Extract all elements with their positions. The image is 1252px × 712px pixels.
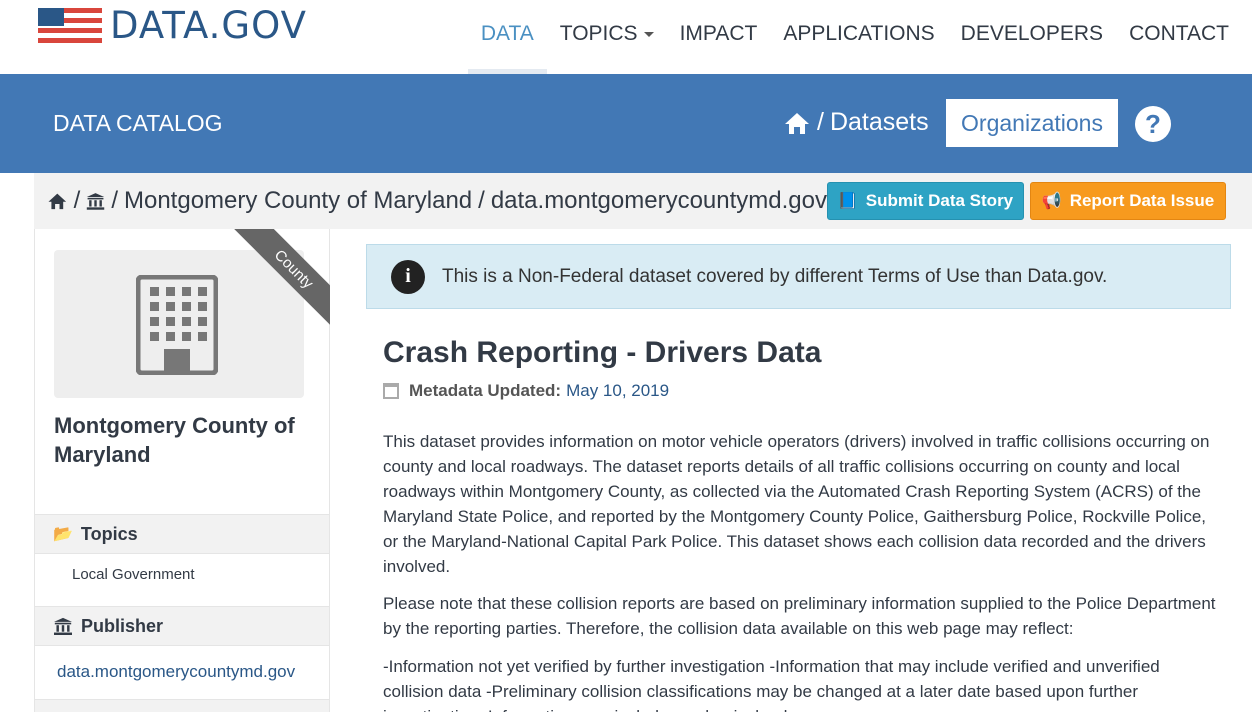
nav-applications[interactable]: APPLICATIONS bbox=[783, 22, 935, 45]
breadcrumb-org[interactable]: Montgomery County of Maryland bbox=[123, 187, 473, 214]
ribbon: County bbox=[220, 229, 330, 339]
catalog-bar: DATA CATALOG / Datasets Organizations ? bbox=[0, 74, 1252, 173]
home-icon[interactable] bbox=[47, 190, 68, 212]
submit-data-story-button[interactable]: 📘 Submit Data Story bbox=[827, 182, 1024, 220]
metadata-date: May 10, 2019 bbox=[566, 381, 670, 400]
nav-impact[interactable]: IMPACT bbox=[679, 22, 758, 45]
datasets-link[interactable]: Datasets bbox=[829, 108, 929, 136]
description-paragraph: -Information not yet verified by further… bbox=[383, 657, 1160, 712]
nav-topics[interactable]: TOPICS bbox=[547, 0, 667, 74]
metadata-updated: Metadata Updated: May 10, 2019 bbox=[383, 381, 669, 401]
nav-data[interactable]: DATA bbox=[467, 0, 547, 74]
breadcrumb-row: / / Montgomery County of Maryland / data… bbox=[34, 173, 1252, 229]
topics-heading: 📂 Topics bbox=[35, 514, 329, 554]
breadcrumb-separator: / bbox=[73, 187, 81, 214]
description-paragraph: This dataset provides information on mot… bbox=[383, 432, 1210, 576]
organization-image bbox=[54, 250, 304, 398]
breadcrumb: / / Montgomery County of Maryland / data… bbox=[47, 187, 827, 215]
folder-open-icon: 📂 bbox=[53, 526, 73, 543]
us-flag-icon bbox=[38, 8, 102, 44]
info-icon: i bbox=[391, 259, 425, 294]
publisher-heading: Publisher bbox=[35, 606, 329, 646]
dataset-title: Crash Reporting - Drivers Data bbox=[383, 336, 822, 369]
organization-name[interactable]: Montgomery County of Maryland bbox=[54, 413, 295, 467]
metadata-label: Metadata Updated: bbox=[409, 381, 562, 400]
report-data-issue-button[interactable]: 📢 Report Data Issue bbox=[1030, 182, 1226, 220]
non-federal-notice: i This is a Non-Federal dataset covered … bbox=[366, 244, 1231, 309]
breadcrumb-publisher[interactable]: data.montgomerycountymd.gov bbox=[490, 187, 827, 214]
bullhorn-icon: 📢 bbox=[1041, 193, 1062, 210]
breadcrumb-separator: / bbox=[817, 108, 824, 136]
notice-text: This is a Non-Federal dataset covered by… bbox=[442, 265, 1108, 287]
institution-icon[interactable] bbox=[86, 190, 105, 212]
book-icon: 📘 bbox=[837, 193, 858, 210]
institution-icon bbox=[54, 617, 72, 635]
help-icon[interactable]: ? bbox=[1135, 106, 1171, 142]
nav-developers[interactable]: DEVELOPERS bbox=[960, 22, 1104, 45]
breadcrumb-separator: / bbox=[111, 187, 118, 214]
topic-item[interactable]: Local Government bbox=[72, 566, 195, 583]
sidebar: County Montgomery County of Maryland 📂 T… bbox=[34, 229, 330, 712]
home-icon[interactable] bbox=[783, 111, 811, 135]
nav-contact[interactable]: CONTACT bbox=[1129, 22, 1229, 45]
main-nav: DATA TOPICS IMPACT APPLICATIONS DEVELOPE… bbox=[467, 0, 1242, 74]
calendar-icon bbox=[383, 383, 399, 399]
top-navbar: DATA.GOV DATA TOPICS IMPACT APPLICATIONS… bbox=[0, 0, 1252, 74]
description-paragraph: Please note that these collision reports… bbox=[383, 594, 1216, 638]
next-section-heading bbox=[35, 699, 329, 712]
publisher-link[interactable]: data.montgomerycountymd.gov bbox=[57, 662, 296, 681]
breadcrumb-separator: / bbox=[478, 187, 485, 214]
catalog-title: DATA CATALOG bbox=[53, 110, 223, 136]
caret-down-icon bbox=[643, 31, 654, 37]
datagov-logo[interactable]: DATA.GOV bbox=[38, 6, 307, 46]
catalog-breadcrumb: / Datasets bbox=[783, 108, 929, 137]
logo-text: DATA.GOV bbox=[110, 4, 307, 47]
county-ribbon: County bbox=[227, 229, 330, 336]
organizations-button[interactable]: Organizations bbox=[946, 99, 1118, 147]
building-icon bbox=[136, 275, 218, 375]
